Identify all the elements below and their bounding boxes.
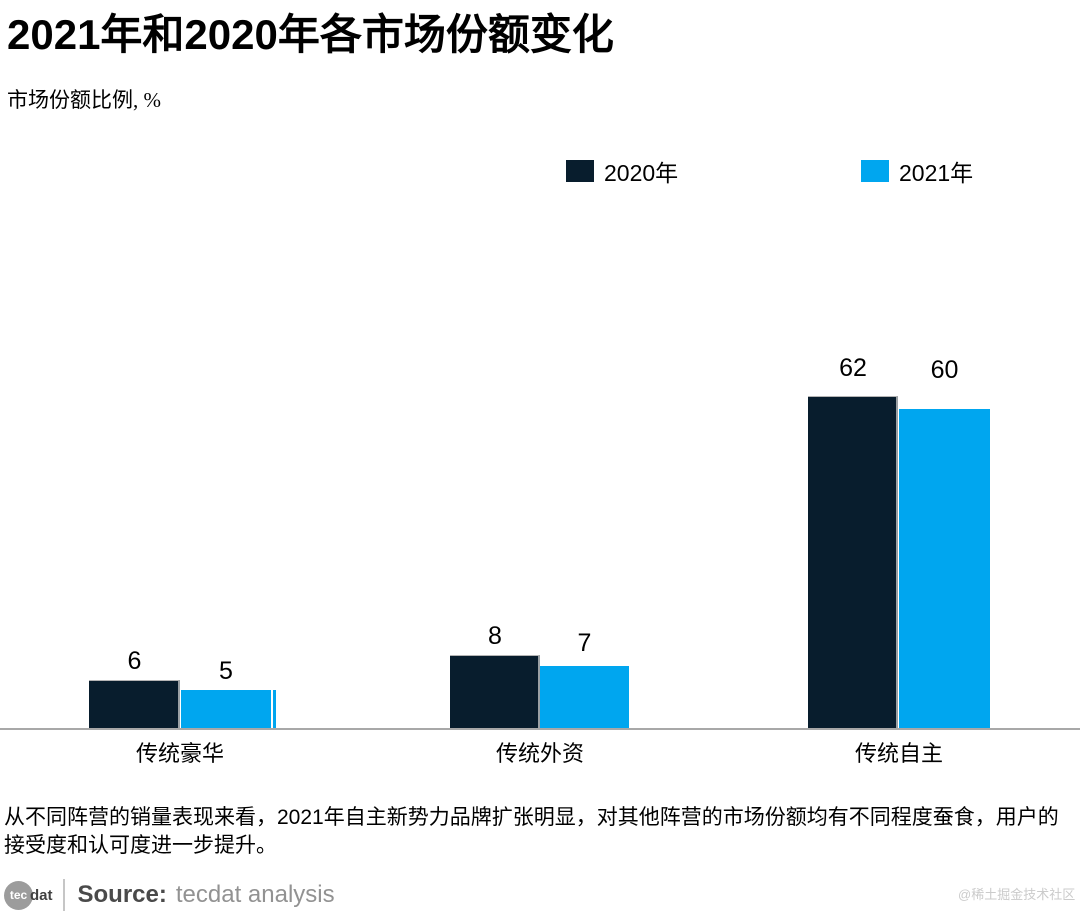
bar-2021年-传统豪华	[181, 690, 271, 728]
legend-swatch-2020	[566, 160, 594, 182]
watermark: @稀土掘金技术社区	[958, 887, 1076, 902]
footnote-line-2: 接受度和认可度进一步提升。	[4, 834, 277, 857]
bar-value-label: 5	[219, 657, 233, 685]
footnote-line-1: 从不同阵营的销量表现来看，2021年自主新势力品牌扩张明显，对其他阵营的市场份额…	[4, 806, 1059, 829]
legend-label-2020: 2020年	[604, 160, 679, 186]
x-axis-line	[0, 728, 1080, 730]
category-label-传统自主: 传统自主	[854, 741, 943, 766]
legend-item-2020: 2020年	[566, 158, 678, 186]
bar-2021年-传统外资	[540, 666, 629, 728]
bar-sliver-artifact	[273, 690, 276, 728]
legend-item-2021: 2021年	[861, 158, 973, 186]
bar-2020年-传统自主	[808, 396, 898, 728]
category-label-传统豪华: 传统豪华	[135, 741, 224, 766]
bar-value-label: 8	[488, 622, 502, 650]
source-divider	[62, 879, 65, 911]
y-axis-unit-label: 市场份额比例, %	[7, 88, 161, 112]
legend-swatch-2021	[861, 160, 889, 182]
bar-2020年-传统豪华	[89, 680, 180, 728]
legend-label-2021: 2021年	[899, 160, 974, 186]
bar-value-label: 60	[930, 356, 959, 384]
bar-value-label: 62	[839, 354, 867, 382]
source-value: tecdat analysis	[175, 881, 335, 908]
page-title: 2021年和2020年各市场份额变化	[7, 11, 614, 58]
category-label-传统外资: 传统外资	[495, 741, 584, 766]
bar-value-label: 6	[127, 647, 142, 675]
source-label: Source:	[77, 881, 167, 908]
tecdat-logo-icon: tec	[4, 880, 33, 910]
bar-2020年-传统外资	[450, 655, 540, 728]
bar-value-label: 7	[577, 629, 592, 657]
footnote: 从不同阵营的销量表现来看，2021年自主新势力品牌扩张明显，对其他阵营的市场份额…	[4, 804, 1059, 860]
source-bar: tec dat Source: tecdat analysis	[4, 877, 335, 913]
tecdat-logo-suffix: dat	[30, 886, 53, 904]
bar-2021年-传统自主	[899, 409, 990, 728]
